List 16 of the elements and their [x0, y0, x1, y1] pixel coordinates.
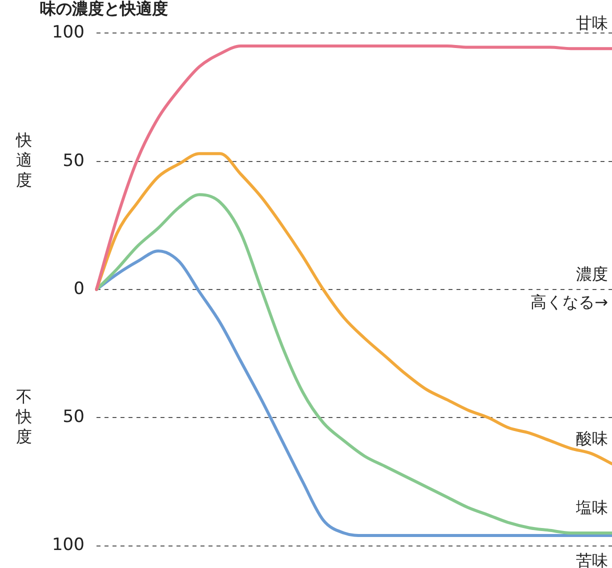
- y-tick-label: 100: [52, 22, 84, 43]
- line-series: [94, 44, 612, 291]
- series-label: 塩味: [575, 498, 608, 518]
- line-series: [94, 193, 612, 534]
- chart-title: 味の濃度と快適度: [40, 0, 168, 18]
- text: 不快度: [15, 386, 32, 446]
- y-tick-label: 0: [74, 278, 84, 299]
- annotation: 高くなる→: [530, 292, 608, 312]
- series-label: 苦味: [576, 550, 608, 568]
- x-axis-title: 濃度: [576, 264, 608, 284]
- series-label: 甘味: [576, 14, 608, 33]
- series-label: 酸味: [576, 428, 608, 448]
- y-tick-label: 100: [52, 535, 84, 556]
- y-tick-label: 50: [62, 150, 84, 171]
- y-axis-title: 快適度: [15, 130, 32, 190]
- y-tick-label: 50: [62, 407, 84, 428]
